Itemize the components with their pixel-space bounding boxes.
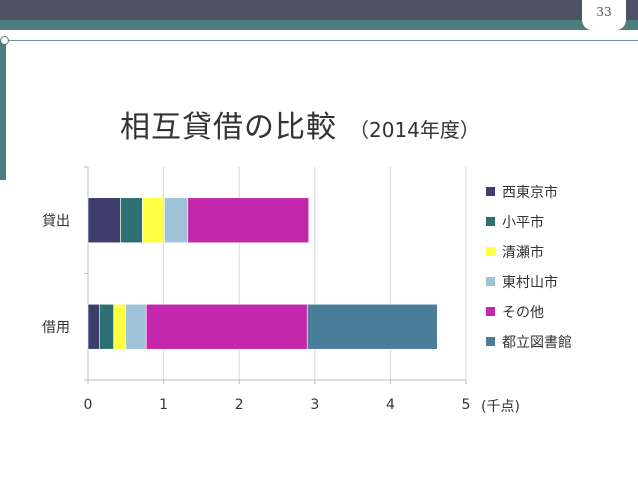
- legend-label: 東村山市: [502, 274, 558, 291]
- bar-segment-0-4: [187, 197, 310, 244]
- page-number-tab: [582, 0, 626, 30]
- legend-label: 清瀬市: [502, 244, 544, 261]
- bar-segment-1-1: [99, 303, 115, 350]
- header-band: [0, 0, 638, 20]
- legend-label: 西東京市: [502, 184, 558, 201]
- x-tick-labels: 0 1 2 3 4 5: [84, 397, 471, 413]
- page-number: 33: [596, 5, 612, 19]
- legend-swatch: [486, 337, 495, 346]
- bar-segment-0-1: [120, 197, 143, 244]
- legend-swatch: [486, 247, 495, 256]
- x-tick-label: 1: [159, 397, 168, 413]
- title-subtitle: （2014年度）: [349, 118, 480, 142]
- x-tick-label: 3: [310, 397, 319, 413]
- bar-segment-1-4: [145, 303, 308, 350]
- bar-segment-1-5: [306, 303, 438, 350]
- title-main: 相互貸借の比較: [120, 110, 337, 145]
- header-accent-band: [0, 20, 638, 30]
- bar-segment-0-2: [142, 197, 165, 244]
- bar-segment-1-3: [125, 303, 147, 350]
- bars: [87, 197, 438, 350]
- bar-segment-1-0: [87, 303, 100, 350]
- bar-segment-0-0: [87, 197, 121, 244]
- x-tick-label: 2: [235, 397, 244, 413]
- bar-segment-1-2: [113, 303, 127, 350]
- legend-label: 都立図書館: [502, 334, 572, 351]
- legend-swatch: [486, 217, 495, 226]
- category-label: 貸出: [42, 213, 70, 229]
- title-rule: [0, 40, 638, 41]
- legend-swatch: [486, 187, 495, 196]
- legend-label: 小平市: [502, 214, 544, 231]
- legend-swatch: [486, 307, 495, 316]
- x-tick-label: 0: [84, 397, 93, 413]
- x-tick-label: 4: [386, 397, 395, 413]
- bar-segment-0-3: [164, 197, 189, 244]
- legend-label: その他: [502, 305, 544, 321]
- slide-title: 相互貸借の比較 （2014年度）: [120, 102, 480, 146]
- category-label: 借用: [42, 320, 70, 336]
- x-tick-label: 5: [462, 397, 471, 413]
- side-accent-line: [0, 40, 6, 180]
- accent-marker-dot: [0, 36, 9, 45]
- legend-swatch: [486, 277, 495, 286]
- unit-label: (千点): [481, 399, 520, 415]
